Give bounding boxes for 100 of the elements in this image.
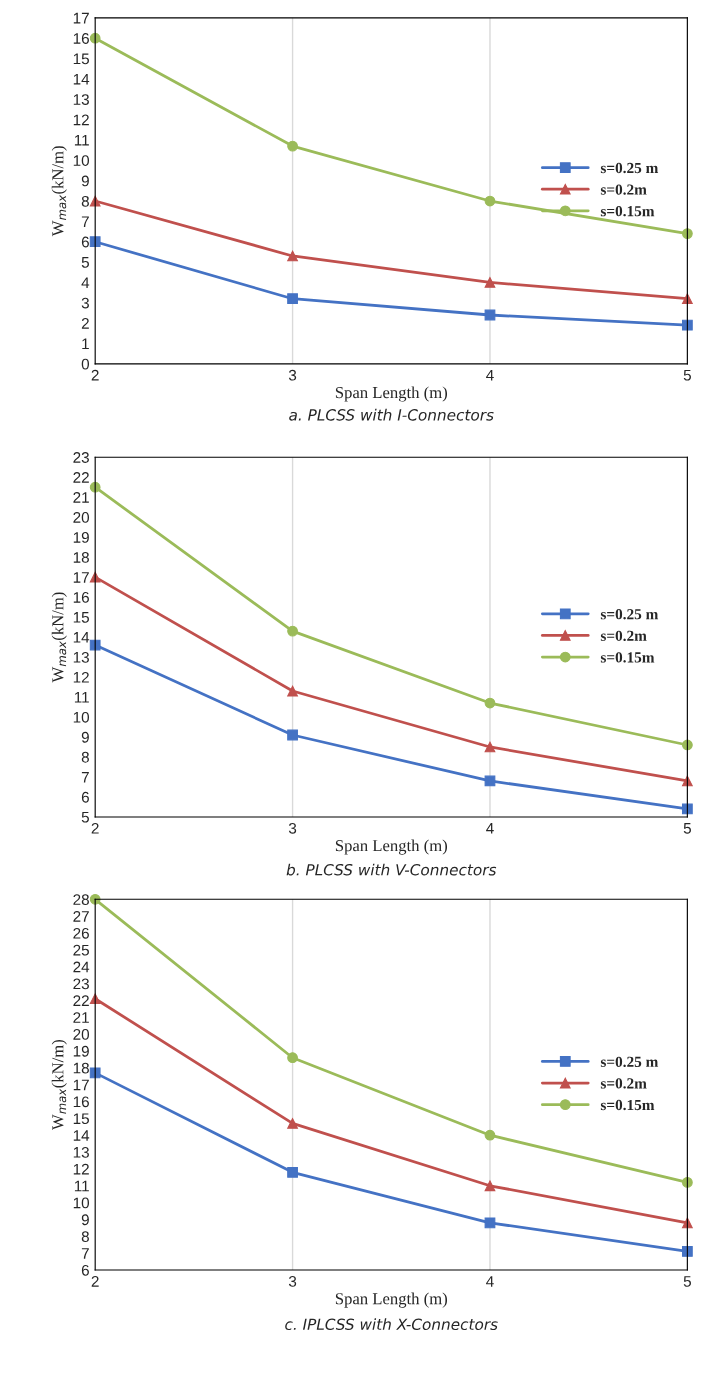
y-tick-label: 8 xyxy=(81,195,89,207)
y-tick-label: 15 xyxy=(73,612,89,623)
point xyxy=(287,1118,298,1129)
x-tick-label: 5 xyxy=(683,1276,691,1287)
y-tick-label: 27 xyxy=(73,911,89,922)
y-tick-label: 13 xyxy=(73,94,89,105)
y-tick-label: 19 xyxy=(73,532,89,543)
point xyxy=(484,1180,496,1192)
legend-label: s=0.2m xyxy=(600,1078,647,1089)
y-tick-label: 3 xyxy=(81,297,89,309)
x-axis-title: Span Length (m) xyxy=(335,386,448,402)
point xyxy=(681,1177,693,1188)
point xyxy=(484,277,496,288)
y-tick-label: 17 xyxy=(73,12,89,24)
y-tick-label: 14 xyxy=(73,1130,90,1141)
y-tick-label: 11 xyxy=(74,134,89,146)
point xyxy=(484,195,496,207)
y-axis-title: W$_{max}$(kN/m) xyxy=(51,1039,67,1131)
y-tick-label: 11 xyxy=(74,1180,89,1192)
text: b. PLCSS with V-Connectors xyxy=(286,863,497,876)
point xyxy=(484,1129,496,1141)
y-tick-label: 13 xyxy=(73,1146,89,1158)
text: c. IPLCSS with X-Connectors xyxy=(285,1318,498,1331)
x-tick-label: 5 xyxy=(683,823,691,834)
y-tick-label: 12 xyxy=(73,1163,89,1175)
y-tick-label: 18 xyxy=(73,552,89,563)
point xyxy=(287,250,298,262)
legend-label: s=0.25 m xyxy=(600,1056,659,1068)
y-axis-title: W$_{max}$(kN/m) xyxy=(51,146,67,237)
legend-label: s=0.15m xyxy=(600,1099,655,1111)
y-axis-title: W$_{max}$(kN/m) xyxy=(51,592,67,683)
y-tick-label: 25 xyxy=(73,944,89,956)
point xyxy=(287,625,298,637)
y-tick-label: 16 xyxy=(73,1096,89,1108)
point xyxy=(287,1166,298,1178)
point xyxy=(484,741,496,753)
y-tick-label: 22 xyxy=(73,472,89,483)
y-tick-label: 5 xyxy=(81,811,89,823)
y-tick-label: 4 xyxy=(81,277,90,288)
legend-label: s=0.15m xyxy=(600,652,655,663)
y-tick-label: 13 xyxy=(73,651,89,663)
x-tick-label: 5 xyxy=(683,369,691,381)
y-tick-label: 15 xyxy=(73,1113,89,1125)
y-tick-label: 19 xyxy=(73,1045,89,1057)
y-tick-label: 18 xyxy=(73,1062,89,1074)
x-tick-label: 4 xyxy=(486,1276,494,1287)
y-tick-label: 20 xyxy=(73,1028,90,1040)
y-tick-label: 26 xyxy=(73,927,89,939)
y-tick-label: 15 xyxy=(73,53,89,65)
text: a. PLCSS with I-Connectors xyxy=(289,408,494,421)
y-tick-label: 21 xyxy=(73,492,89,503)
point xyxy=(89,236,101,248)
point xyxy=(287,685,298,697)
point xyxy=(89,1067,101,1079)
y-tick-label: 21 xyxy=(73,1012,89,1023)
legend-label: s=0.15m xyxy=(600,205,655,217)
x-tick-label: 2 xyxy=(91,1275,99,1287)
y-tick-label: 9 xyxy=(81,731,89,743)
y-tick-label: 23 xyxy=(73,978,89,990)
y-tick-label: 28 xyxy=(73,894,89,905)
y-tick-label: 23 xyxy=(73,452,89,463)
y-tick-label: 10 xyxy=(73,155,90,166)
legend-label: s=0.2m xyxy=(600,184,647,195)
y-tick-label: 7 xyxy=(81,216,89,227)
point xyxy=(287,729,298,741)
y-tick-label: 12 xyxy=(73,671,89,683)
point xyxy=(484,697,496,709)
y-tick-label: 6 xyxy=(81,236,89,248)
y-tick-label: 6 xyxy=(81,791,89,803)
legend-label: s=0.25 m xyxy=(600,162,659,174)
legend-label: s=0.2m xyxy=(600,630,647,642)
point xyxy=(681,1246,693,1257)
y-tick-label: 8 xyxy=(81,751,89,763)
x-tick-label: 3 xyxy=(288,822,297,834)
y-tick-label: 8 xyxy=(81,1231,89,1243)
y-tick-label: 7 xyxy=(81,771,89,783)
y-tick-label: 9 xyxy=(81,175,89,187)
x-axis-title: Span Length (m) xyxy=(335,1292,448,1308)
x-tick-label: 4 xyxy=(486,823,494,834)
y-tick-label: 16 xyxy=(73,591,89,603)
y-tick-label: 14 xyxy=(73,632,90,643)
y-tick-label: 7 xyxy=(81,1248,89,1259)
x-tick-label: 4 xyxy=(486,369,494,381)
point xyxy=(287,140,298,152)
y-tick-label: 12 xyxy=(73,114,89,126)
y-tick-label: 20 xyxy=(73,512,90,523)
y-tick-label: 10 xyxy=(73,711,90,723)
x-tick-label: 2 xyxy=(91,369,99,381)
y-tick-label: 6 xyxy=(81,1264,89,1276)
point xyxy=(287,293,298,305)
x-tick-label: 2 xyxy=(91,822,99,834)
y-tick-label: 16 xyxy=(73,33,89,44)
y-tick-label: 14 xyxy=(73,73,90,85)
x-axis-title: Span Length (m) xyxy=(335,839,448,855)
y-tick-label: 17 xyxy=(73,1079,89,1091)
y-tick-label: 9 xyxy=(81,1214,89,1226)
y-tick-label: 2 xyxy=(81,318,89,329)
legend-label: s=0.25 m xyxy=(600,609,659,620)
x-tick-label: 3 xyxy=(288,369,297,381)
y-tick-label: 17 xyxy=(73,572,89,583)
